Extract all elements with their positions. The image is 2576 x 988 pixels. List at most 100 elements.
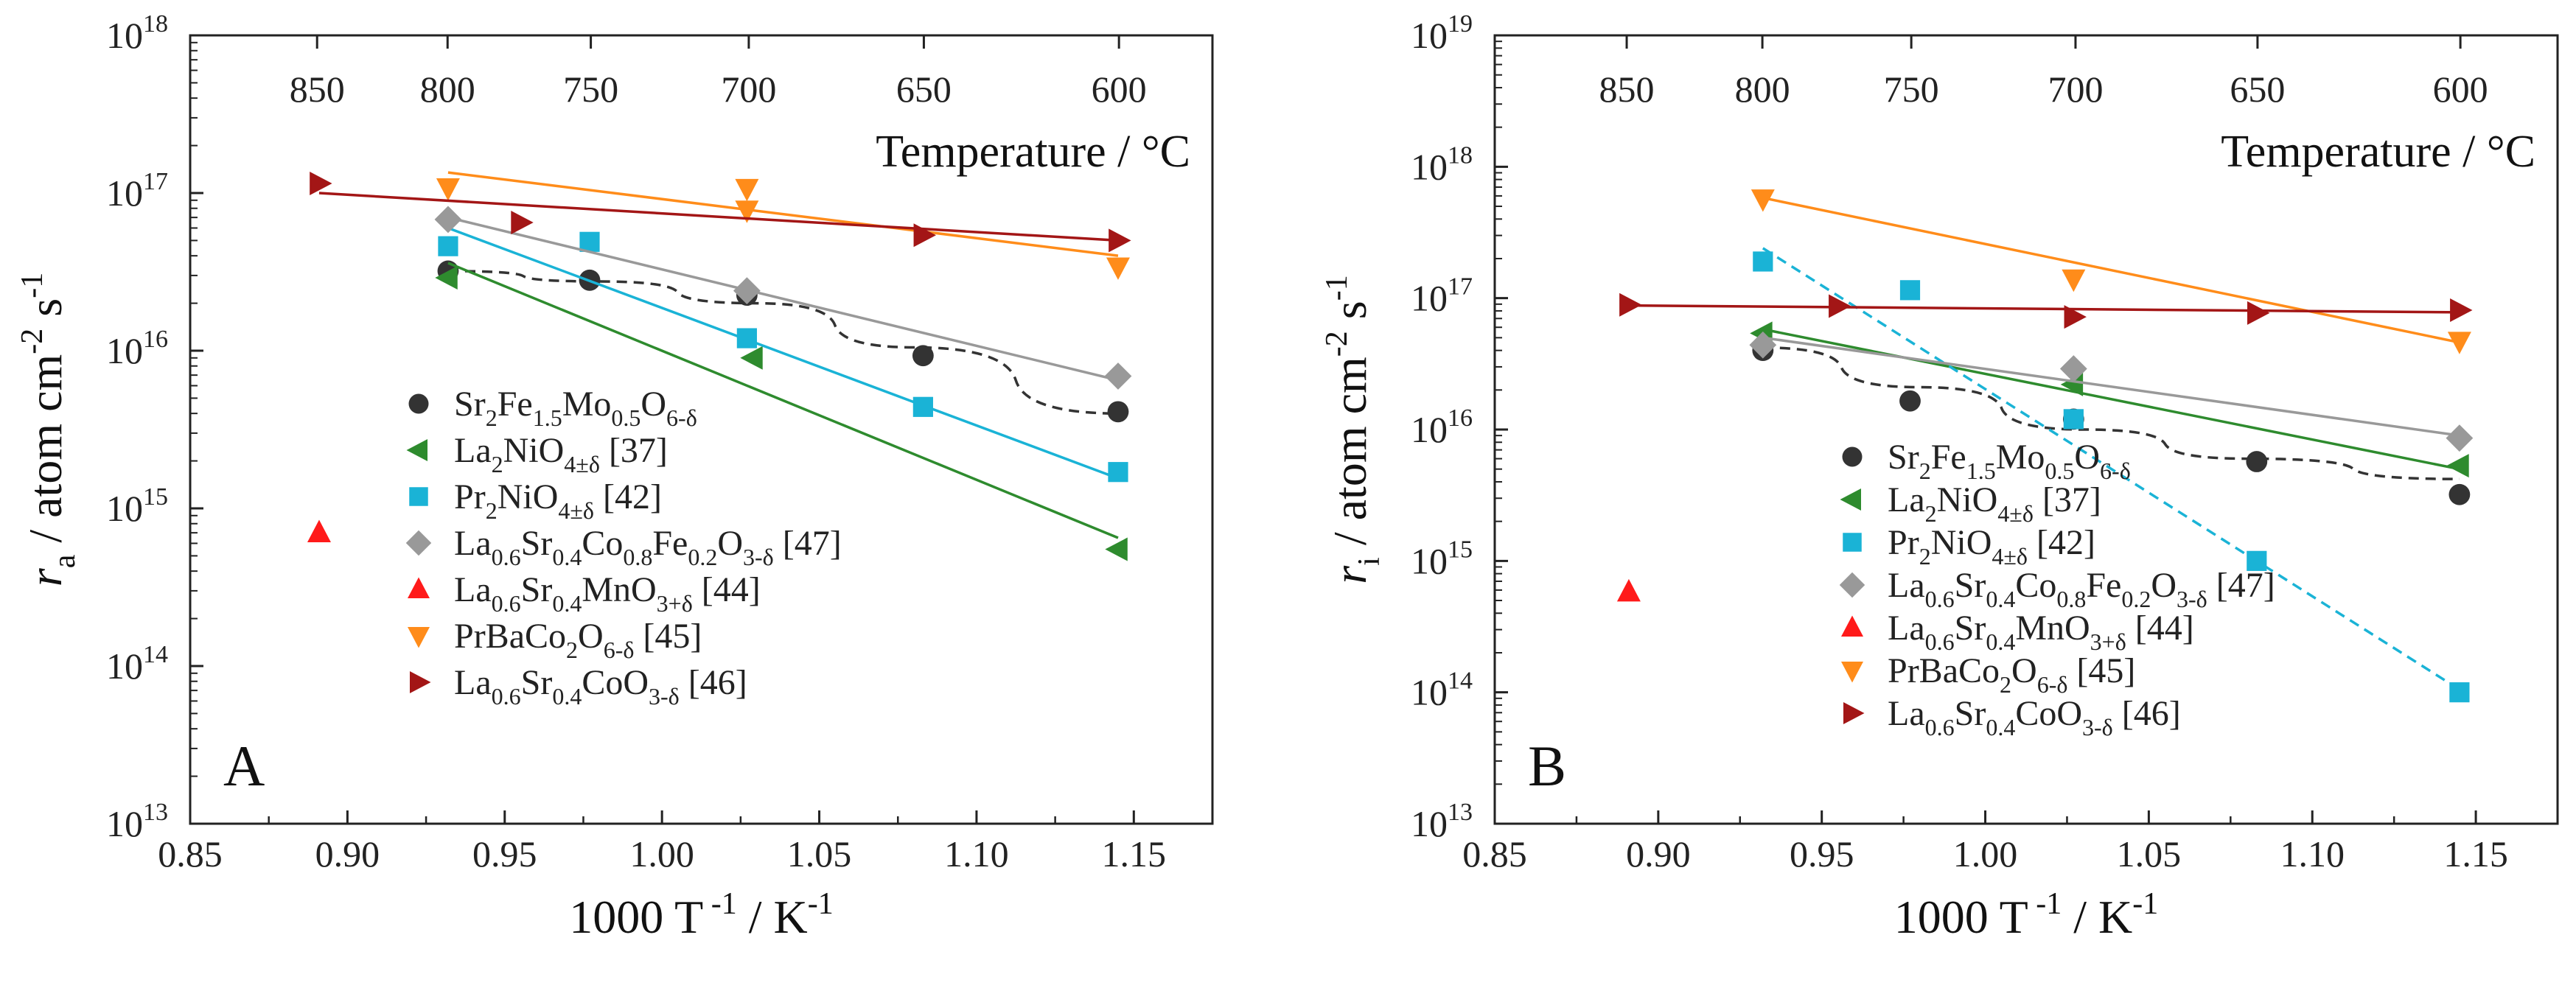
top-tick-label: 700 <box>2048 69 2103 110</box>
data-point <box>408 393 429 414</box>
legend-item: Sr2Fe1.5Mo0.5O6-δ <box>408 385 697 431</box>
legend-label: Sr2Fe1.5Mo0.5O6-δ <box>454 385 697 431</box>
fit-line <box>447 270 1118 415</box>
legend-label: PrBaCo2O6-δ [45] <box>454 617 702 663</box>
fit-line <box>1628 304 2460 314</box>
data-point <box>1104 362 1132 390</box>
x-tick-label: 0.95 <box>1790 833 1854 875</box>
data-point <box>2247 550 2267 571</box>
series-3 <box>434 206 1132 390</box>
y-tick-label: 1014 <box>1411 668 1473 713</box>
x-tick-label: 1.00 <box>629 833 694 875</box>
fit-line <box>1762 328 2460 471</box>
x-axis: 0.85 0.90 0.95 1.00 1.05 1.10 1.15 <box>158 810 1166 875</box>
data-point <box>2449 682 2470 703</box>
data-point <box>1749 331 1777 359</box>
top-tick-label: 650 <box>896 69 952 110</box>
legend-label: Sr2Fe1.5Mo0.5O6-δ <box>1888 438 2131 484</box>
data-point <box>1841 662 1863 683</box>
y-tick-label: 1015 <box>1411 536 1473 581</box>
legend-item: La0.6Sr0.4Co0.8Fe0.2O3-δ [47] <box>405 524 842 570</box>
top-temperature-axis: 850 800 750 700 650 600 Temperature / °C <box>290 35 1190 177</box>
y-axis: 1013 1014 1015 1016 1017 1018 1019 <box>1411 10 1508 844</box>
data-point <box>2446 424 2474 452</box>
data-point <box>1841 615 1863 637</box>
data-point <box>2064 305 2087 329</box>
legend-label: Pr2NiO4±δ [42] <box>454 477 662 524</box>
legend-label: La0.6Sr0.4CoO3-δ [46] <box>1888 694 2181 740</box>
data-point <box>2450 298 2473 322</box>
y-tick-label: 1018 <box>1411 141 1473 187</box>
y-axis: 1013 1014 1015 1016 1017 1018 <box>106 10 203 844</box>
top-tick-label: 800 <box>1735 69 1790 110</box>
panel-a: 0.85 0.90 0.95 1.00 1.05 1.10 1.15 1013 1014 1015… <box>15 10 1214 943</box>
legend-label: La2NiO4±δ [37] <box>1888 480 2101 527</box>
x-tick-label: 1.05 <box>2117 833 2182 875</box>
data-point <box>1105 537 1128 561</box>
y-tick-label: 1016 <box>106 326 168 371</box>
data-point <box>438 236 458 256</box>
data-point <box>1829 294 1851 318</box>
x-axis-title: 1000 T -1 / K-1 <box>1894 887 2158 943</box>
data-point <box>1619 292 1642 317</box>
data-point <box>1843 533 1862 552</box>
top-tick-label: 850 <box>290 69 345 110</box>
legend-label: La0.6Sr0.4Co0.8Fe0.2O3-δ [47] <box>454 524 842 570</box>
top-tick-label: 750 <box>1884 69 1939 110</box>
x-axis: 0.85 0.90 0.95 1.00 1.05 1.10 1.15 <box>1462 810 2508 875</box>
y-tick-label: 1018 <box>106 10 168 56</box>
data-point <box>2246 451 2268 472</box>
top-tick-label: 750 <box>563 69 618 110</box>
data-point <box>736 328 757 348</box>
data-point <box>913 223 936 248</box>
data-point <box>2060 372 2084 396</box>
legend-item: PrBaCo2O6-δ [45] <box>1841 651 2135 698</box>
series-0 <box>437 260 1129 423</box>
legend-item: La0.6Sr0.4MnO3+δ [44] <box>408 570 761 617</box>
data-point <box>307 519 331 542</box>
y-tick-label: 1017 <box>1411 273 1473 319</box>
series-3 <box>1749 331 2474 452</box>
legend-item: La0.6Sr0.4CoO3-δ [46] <box>410 663 747 710</box>
top-axis-label: Temperature / °C <box>2221 127 2535 177</box>
panel-b: 0.85 0.90 0.95 1.00 1.05 1.10 1.15 1013 1014 1015… <box>1320 10 2559 943</box>
fit-line <box>1762 247 2460 691</box>
plot-frame <box>189 34 1214 825</box>
data-point <box>406 439 427 461</box>
y-tick-label: 1019 <box>1411 10 1473 56</box>
x-tick-label: 1.05 <box>787 833 852 875</box>
data-point <box>579 231 600 252</box>
data-point <box>408 627 430 648</box>
data-point <box>1751 189 1775 212</box>
data-point <box>740 346 763 370</box>
data-point <box>2059 355 2087 382</box>
data-point <box>1843 702 1865 724</box>
y-tick-label: 1014 <box>106 641 168 687</box>
data-point <box>410 671 431 693</box>
data-point <box>435 266 458 290</box>
panel-label: A <box>223 734 265 798</box>
y-tick-label: 1013 <box>1411 799 1473 844</box>
data-point <box>2062 269 2086 292</box>
fit-line <box>1762 196 2460 344</box>
legend-label: La0.6Sr0.4MnO3+δ [44] <box>454 570 761 617</box>
data-point <box>1106 257 1130 280</box>
series-1 <box>435 262 1128 561</box>
data-point <box>2448 483 2471 505</box>
top-tick-label: 600 <box>1092 69 1147 110</box>
y-tick-label: 1015 <box>106 483 168 529</box>
x-tick-label: 1.15 <box>2443 833 2508 875</box>
data-point <box>912 396 933 417</box>
data-point <box>1616 578 1641 602</box>
x-tick-label: 1.10 <box>2280 833 2345 875</box>
data-point <box>511 211 534 235</box>
top-axis-label: Temperature / °C <box>876 127 1190 177</box>
data-point <box>733 277 761 305</box>
series-5 <box>1751 189 2471 354</box>
top-tick-label: 800 <box>420 69 475 110</box>
y-axis-title: ra / atom cm-2 s-1 <box>15 273 82 586</box>
legend-label: La0.6Sr0.4MnO3+δ [44] <box>1888 609 2194 655</box>
x-tick-label: 0.85 <box>158 833 223 875</box>
data-point <box>1899 280 1921 301</box>
x-tick-label: 1.10 <box>944 833 1009 875</box>
